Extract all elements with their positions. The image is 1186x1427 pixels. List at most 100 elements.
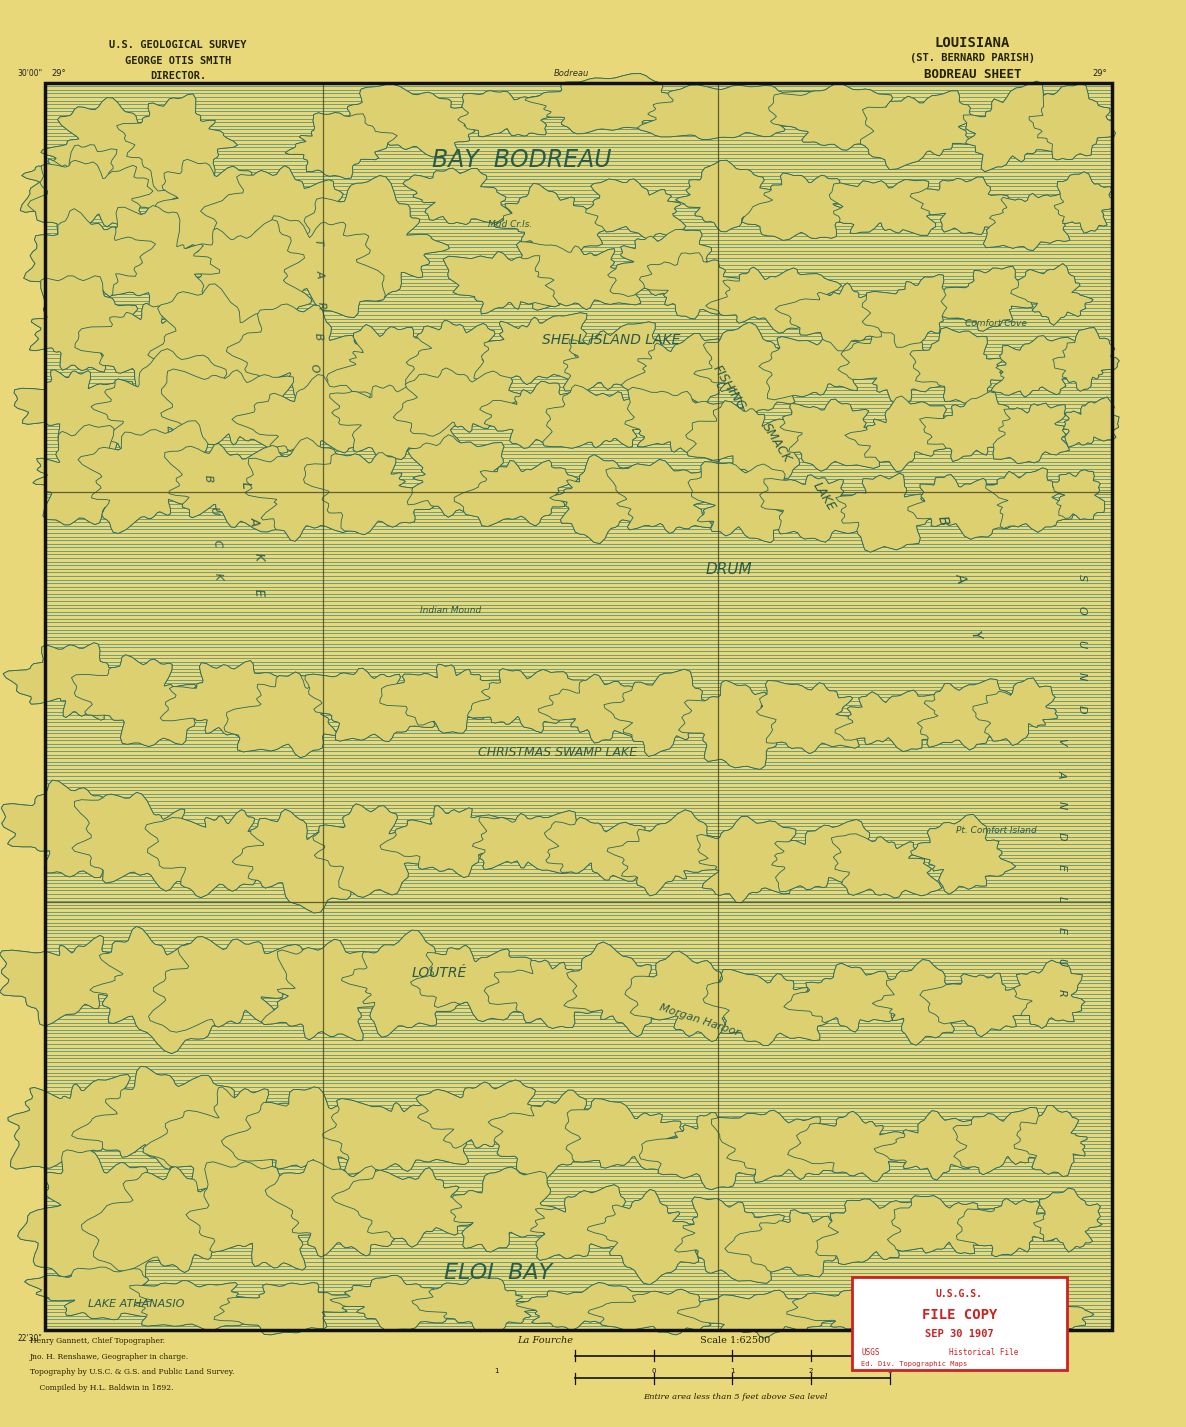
Polygon shape	[917, 679, 1016, 751]
Polygon shape	[451, 1167, 557, 1251]
Polygon shape	[776, 283, 916, 351]
Polygon shape	[144, 1087, 320, 1193]
Polygon shape	[712, 1110, 847, 1183]
Polygon shape	[255, 215, 385, 318]
Polygon shape	[0, 936, 146, 1026]
Polygon shape	[1029, 84, 1115, 160]
Polygon shape	[604, 669, 713, 756]
Polygon shape	[1052, 469, 1105, 519]
Polygon shape	[908, 1287, 1018, 1337]
Polygon shape	[831, 833, 942, 898]
Text: 2: 2	[809, 1368, 814, 1374]
Polygon shape	[27, 160, 153, 234]
Polygon shape	[222, 1087, 400, 1177]
Polygon shape	[625, 387, 733, 461]
Polygon shape	[72, 792, 219, 890]
Text: A: A	[952, 572, 969, 584]
Polygon shape	[917, 679, 1016, 751]
Polygon shape	[675, 1197, 789, 1283]
Text: 1: 1	[495, 1368, 499, 1374]
Polygon shape	[837, 327, 950, 402]
Polygon shape	[860, 91, 975, 170]
Polygon shape	[246, 438, 366, 541]
Polygon shape	[563, 942, 678, 1036]
Polygon shape	[304, 452, 434, 535]
Polygon shape	[952, 1107, 1057, 1174]
Text: LOUTRÉ: LOUTRÉ	[412, 966, 466, 980]
Polygon shape	[835, 691, 958, 752]
Polygon shape	[1064, 397, 1120, 447]
Polygon shape	[71, 655, 222, 746]
Text: Comfort Cove: Comfort Cove	[965, 320, 1027, 328]
Polygon shape	[769, 84, 914, 150]
Polygon shape	[908, 1287, 1018, 1337]
Polygon shape	[788, 1112, 922, 1182]
Polygon shape	[18, 1150, 167, 1293]
Polygon shape	[346, 84, 483, 157]
Text: 3: 3	[887, 1368, 892, 1374]
Polygon shape	[757, 681, 860, 753]
Text: FISHING: FISHING	[710, 362, 748, 414]
Polygon shape	[85, 205, 219, 321]
Polygon shape	[776, 283, 916, 351]
Polygon shape	[543, 385, 662, 448]
Polygon shape	[872, 959, 982, 1045]
Polygon shape	[1029, 84, 1115, 160]
Polygon shape	[8, 1075, 145, 1169]
Polygon shape	[416, 1080, 561, 1152]
Polygon shape	[703, 969, 827, 1046]
Polygon shape	[566, 1099, 684, 1172]
Polygon shape	[160, 661, 314, 743]
Polygon shape	[495, 183, 614, 264]
Text: U.S. GEOLOGICAL SURVEY: U.S. GEOLOGICAL SURVEY	[109, 40, 247, 50]
Polygon shape	[144, 1087, 320, 1193]
Polygon shape	[637, 86, 824, 140]
Text: R: R	[1057, 989, 1066, 997]
Polygon shape	[530, 1184, 638, 1260]
Polygon shape	[974, 1289, 1093, 1336]
Polygon shape	[607, 811, 722, 896]
Polygon shape	[326, 324, 447, 418]
Polygon shape	[27, 160, 153, 234]
Text: Jno. H. Renshawe, Geographer in charge.: Jno. H. Renshawe, Geographer in charge.	[30, 1353, 189, 1361]
Polygon shape	[1014, 960, 1085, 1029]
Polygon shape	[380, 664, 517, 733]
Polygon shape	[323, 1099, 468, 1174]
Polygon shape	[232, 374, 400, 461]
Polygon shape	[639, 253, 754, 320]
Polygon shape	[90, 926, 230, 1053]
Polygon shape	[444, 251, 560, 314]
Polygon shape	[71, 1066, 263, 1169]
Polygon shape	[467, 669, 594, 732]
Polygon shape	[474, 313, 592, 384]
Polygon shape	[607, 230, 712, 297]
Polygon shape	[587, 1190, 714, 1284]
Polygon shape	[910, 177, 1025, 234]
Polygon shape	[991, 335, 1086, 397]
Polygon shape	[919, 391, 1032, 461]
Text: K: K	[213, 572, 223, 581]
Text: Historical File: Historical File	[949, 1347, 1018, 1357]
Polygon shape	[625, 952, 751, 1042]
Polygon shape	[313, 803, 425, 898]
Polygon shape	[472, 811, 588, 873]
Text: GEORGE OTIS SMITH: GEORGE OTIS SMITH	[125, 56, 231, 66]
Bar	[852, 1277, 1067, 1370]
Polygon shape	[24, 208, 155, 297]
Polygon shape	[816, 1199, 935, 1264]
Text: (ST. BERNARD PARISH): (ST. BERNARD PARISH)	[910, 53, 1035, 63]
Text: Ed. Div. Topographic Maps: Ed. Div. Topographic Maps	[861, 1361, 968, 1367]
Text: 22'30": 22'30"	[18, 1334, 43, 1343]
Polygon shape	[42, 97, 198, 218]
Text: ELOI  BAY: ELOI BAY	[444, 1263, 553, 1283]
Polygon shape	[940, 267, 1040, 331]
Polygon shape	[145, 809, 306, 898]
Text: SMACK: SMACK	[759, 420, 795, 465]
Polygon shape	[544, 818, 658, 880]
Polygon shape	[688, 462, 799, 542]
Polygon shape	[639, 1113, 793, 1190]
Text: O: O	[1077, 606, 1086, 615]
Polygon shape	[862, 274, 967, 347]
Polygon shape	[246, 438, 366, 541]
Text: La Fourche: La Fourche	[517, 1336, 574, 1344]
